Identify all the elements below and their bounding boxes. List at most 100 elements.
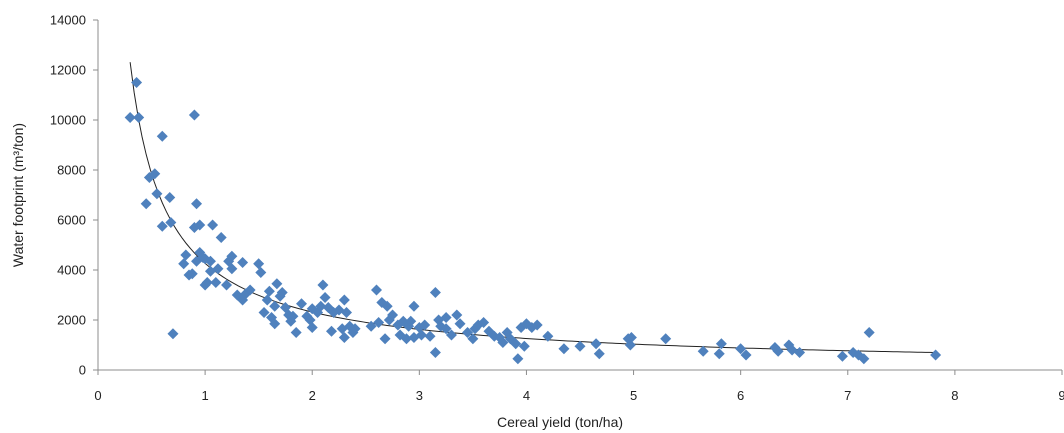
data-point (340, 307, 352, 318)
data-point (660, 333, 672, 345)
y-tick-label: 0 (79, 363, 86, 378)
data-point (429, 287, 441, 298)
data-point (370, 284, 382, 296)
trendline (129, 62, 934, 353)
data-point (186, 268, 198, 280)
data-point (794, 347, 806, 358)
data-point (263, 285, 275, 297)
x-tick-label: 4 (523, 388, 530, 403)
x-tick-label: 1 (201, 388, 208, 403)
data-point (212, 263, 224, 275)
data-point (381, 300, 393, 312)
data-point (574, 340, 586, 352)
data-point (531, 319, 543, 331)
data-point (349, 323, 361, 335)
data-point (255, 267, 267, 278)
data-point (140, 198, 152, 210)
data-point (462, 327, 474, 338)
x-tick-label: 6 (737, 388, 744, 403)
data-point (624, 339, 636, 351)
data-point (210, 277, 222, 288)
data-point (467, 333, 479, 345)
data-point (930, 349, 942, 361)
data-point (338, 332, 350, 343)
data-point (258, 307, 270, 318)
data-point (772, 345, 784, 357)
data-point (317, 279, 329, 291)
data-point (244, 284, 256, 296)
data-point (178, 258, 190, 270)
data-point (863, 327, 875, 338)
data-point (131, 77, 143, 88)
x-tick-label: 3 (416, 388, 423, 403)
data-point (287, 310, 299, 322)
data-point (151, 188, 163, 200)
data-point (424, 330, 436, 342)
x-tick-label: 8 (951, 388, 958, 403)
data-point (379, 333, 391, 345)
data-point (253, 258, 265, 270)
data-point (590, 338, 602, 350)
y-tick-label: 12000 (50, 63, 86, 78)
x-axis-title: Cereal yield (ton/ha) (497, 414, 623, 430)
data-point (207, 219, 219, 231)
data-point (194, 219, 206, 231)
data-point (133, 112, 145, 123)
data-point (740, 349, 752, 361)
data-point (504, 333, 516, 345)
y-tick-label: 4000 (57, 263, 86, 278)
x-tick-label: 9 (1058, 388, 1064, 403)
data-point (180, 249, 192, 261)
data-point (221, 279, 233, 291)
data-point (269, 318, 281, 330)
data-point (405, 315, 417, 327)
data-point (167, 328, 179, 340)
data-point (518, 340, 530, 352)
axes (93, 19, 1063, 375)
y-tick-label: 10000 (50, 113, 86, 128)
y-tick-label: 8000 (57, 163, 86, 178)
plot-area (124, 62, 942, 365)
data-point (429, 347, 441, 358)
data-point (319, 292, 331, 303)
data-point (858, 353, 870, 365)
data-point (261, 294, 273, 306)
data-point (365, 320, 377, 332)
y-tick-label: 6000 (57, 213, 86, 228)
data-point (387, 309, 399, 321)
y-axis-title: Water footprint (m³/ton) (10, 123, 26, 267)
data-point (715, 338, 727, 350)
data-point (226, 250, 238, 262)
data-point (326, 325, 338, 337)
y-tick-label: 14000 (50, 13, 86, 28)
data-point (149, 168, 161, 180)
data-point (156, 130, 168, 142)
data-point (735, 343, 747, 355)
x-tick-label: 5 (630, 388, 637, 403)
data-point (271, 278, 283, 290)
data-point (306, 322, 318, 333)
data-point (419, 319, 431, 331)
data-point (156, 220, 168, 232)
data-point (836, 350, 848, 362)
data-point (165, 217, 177, 228)
data-point (338, 294, 350, 306)
data-point (440, 312, 452, 323)
data-point (593, 348, 605, 360)
data-point (408, 300, 420, 312)
data-point (237, 257, 249, 268)
data-point (215, 232, 227, 243)
data-point (204, 255, 216, 267)
x-tick-label: 2 (309, 388, 316, 403)
data-point (269, 300, 281, 312)
data-point (558, 343, 570, 355)
data-point (451, 309, 463, 321)
data-point (512, 353, 524, 365)
data-point (713, 348, 725, 360)
data-point (226, 263, 238, 275)
data-point (497, 337, 509, 348)
data-point (296, 298, 308, 310)
data-point (478, 317, 490, 328)
y-tick-label: 2000 (57, 313, 86, 328)
